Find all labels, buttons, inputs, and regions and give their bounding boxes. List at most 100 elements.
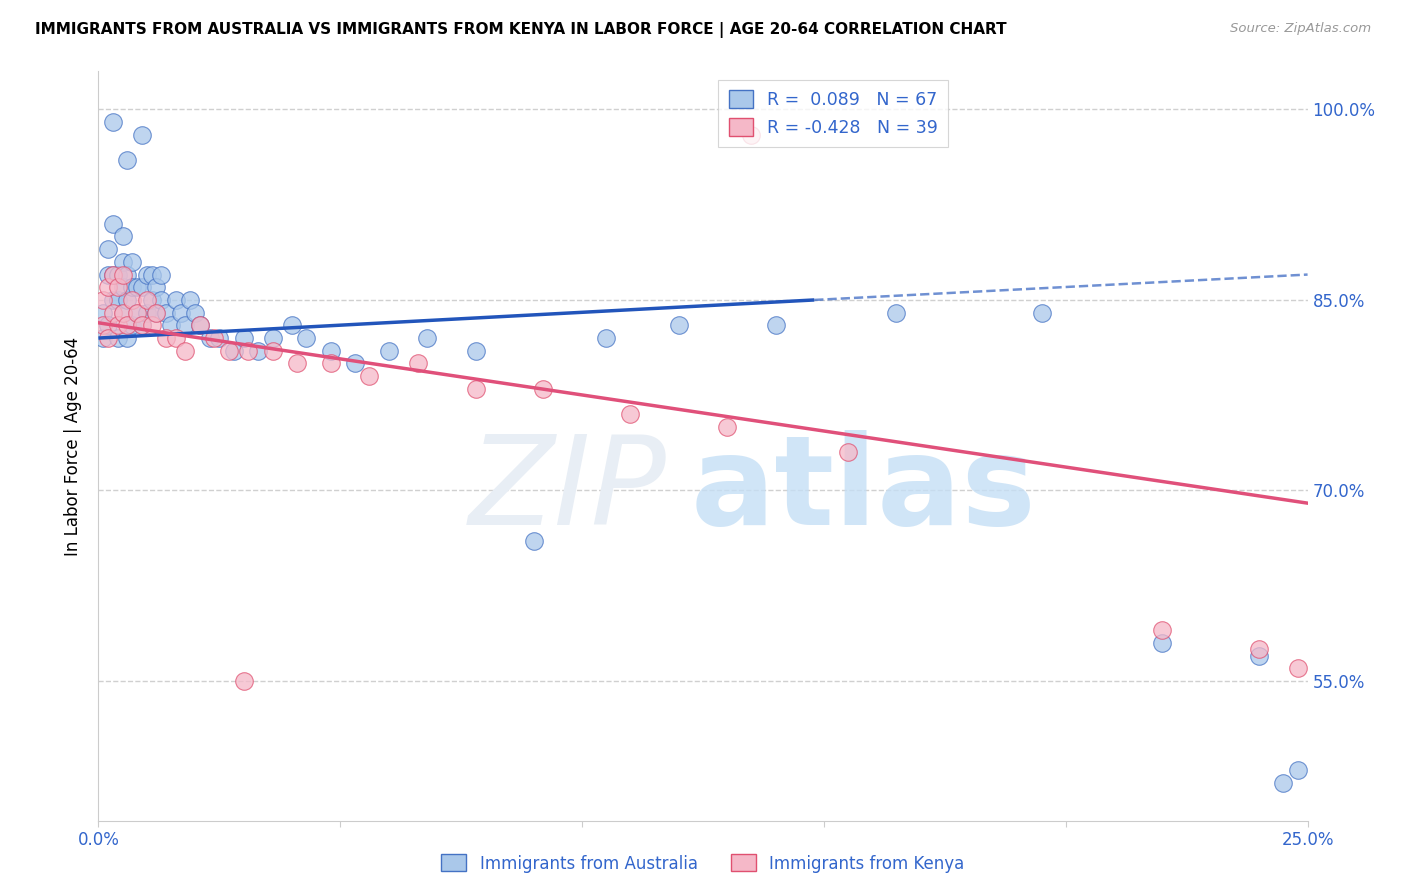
Point [107, 293, 129, 307]
Point [319, 343, 342, 358]
Point [1249, 648, 1271, 663]
Point [97, 318, 120, 333]
Point [101, 268, 124, 282]
Point [135, 268, 157, 282]
Point [107, 331, 129, 345]
Point [238, 343, 260, 358]
Point [523, 534, 546, 549]
Point [668, 318, 690, 333]
Point [117, 153, 139, 168]
Point [416, 331, 439, 345]
Point [208, 331, 231, 345]
Point [121, 293, 143, 307]
Point [107, 268, 129, 282]
Legend: R =  0.089   N = 67, R = -0.428   N = 39: R = 0.089 N = 67, R = -0.428 N = 39 [718, 80, 948, 147]
Point [285, 356, 308, 370]
Point [174, 343, 197, 358]
Point [595, 331, 617, 345]
Point [101, 115, 124, 129]
Point [131, 318, 153, 333]
Point [1286, 661, 1309, 675]
Point [1249, 642, 1271, 657]
Point [188, 318, 211, 333]
Point [179, 293, 201, 307]
Point [111, 280, 134, 294]
Point [464, 382, 486, 396]
Point [1152, 623, 1174, 637]
Point [295, 331, 318, 345]
Text: ZIP: ZIP [468, 431, 666, 551]
Point [107, 318, 129, 333]
Point [837, 445, 859, 459]
Point [141, 293, 163, 307]
Point [1031, 306, 1053, 320]
Point [377, 343, 399, 358]
Point [1286, 763, 1309, 777]
Point [184, 306, 207, 320]
Point [135, 306, 157, 320]
Point [218, 343, 240, 358]
Point [150, 268, 173, 282]
Point [121, 255, 143, 269]
Point [121, 318, 143, 333]
Point [117, 268, 139, 282]
Point [155, 306, 177, 320]
Point [111, 229, 134, 244]
Point [222, 343, 245, 358]
Point [91, 306, 114, 320]
Point [155, 331, 177, 345]
Point [531, 382, 554, 396]
Point [111, 306, 134, 320]
Point [198, 331, 221, 345]
Point [740, 128, 762, 142]
Legend: Immigrants from Australia, Immigrants from Kenya: Immigrants from Australia, Immigrants fr… [434, 847, 972, 880]
Text: atlas: atlas [690, 431, 1036, 551]
Point [121, 280, 143, 294]
Point [97, 280, 120, 294]
Point [131, 280, 153, 294]
Point [165, 293, 187, 307]
Point [188, 318, 211, 333]
Point [247, 343, 270, 358]
Point [117, 331, 139, 345]
Point [232, 673, 254, 688]
Point [160, 318, 183, 333]
Point [145, 306, 167, 320]
Point [1152, 636, 1174, 650]
Point [101, 217, 124, 231]
Point [117, 293, 139, 307]
Point [281, 318, 304, 333]
Point [127, 306, 149, 320]
Point [117, 318, 139, 333]
Point [111, 255, 134, 269]
Point [131, 128, 153, 142]
Point [262, 343, 284, 358]
Point [97, 268, 120, 282]
Point [97, 242, 120, 256]
Point [765, 318, 787, 333]
Point [141, 268, 163, 282]
Point [101, 268, 124, 282]
Point [135, 293, 157, 307]
Text: Source: ZipAtlas.com: Source: ZipAtlas.com [1230, 22, 1371, 36]
Point [91, 293, 114, 307]
Point [886, 306, 908, 320]
Point [91, 331, 114, 345]
Point [1272, 775, 1295, 789]
Point [319, 356, 342, 370]
Point [619, 407, 641, 421]
Point [101, 293, 124, 307]
Point [343, 356, 366, 370]
Point [111, 306, 134, 320]
Point [232, 331, 254, 345]
Point [165, 331, 187, 345]
Point [97, 331, 120, 345]
Point [145, 306, 167, 320]
Point [127, 280, 149, 294]
Point [406, 356, 429, 370]
Point [174, 318, 197, 333]
Point [141, 318, 163, 333]
Point [716, 420, 738, 434]
Point [107, 280, 129, 294]
Point [127, 306, 149, 320]
